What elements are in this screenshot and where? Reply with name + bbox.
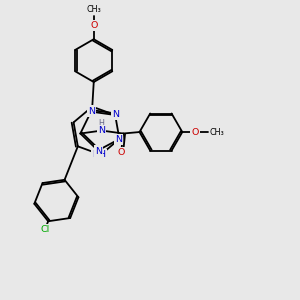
Text: CH₃: CH₃ bbox=[86, 5, 101, 14]
Text: H: H bbox=[98, 118, 104, 127]
Text: NH: NH bbox=[92, 150, 106, 159]
Text: O: O bbox=[191, 128, 199, 136]
Text: N: N bbox=[95, 147, 102, 156]
Text: O: O bbox=[118, 148, 125, 157]
Text: N: N bbox=[88, 106, 95, 116]
Text: N: N bbox=[112, 110, 119, 119]
Text: Cl: Cl bbox=[41, 226, 50, 235]
Text: O: O bbox=[90, 21, 98, 30]
Text: N: N bbox=[98, 126, 105, 135]
Text: CH₃: CH₃ bbox=[210, 128, 224, 136]
Text: N: N bbox=[115, 135, 122, 144]
